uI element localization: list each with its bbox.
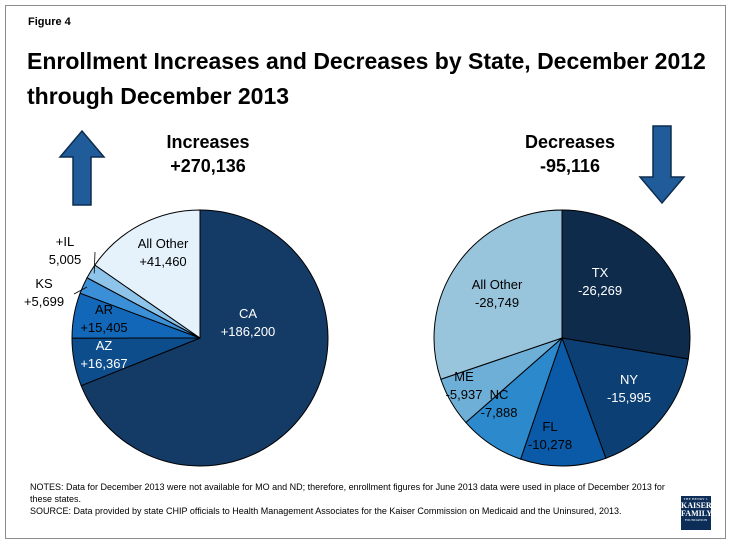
decreases-label-tx: TX [592, 265, 609, 280]
decrease-arrow-icon [638, 125, 686, 205]
increases-value-ca: +186,200 [221, 324, 276, 339]
decreases-value-me: -5,937 [446, 387, 483, 402]
kaiser-logo: THE HENRY J. KAISER FAMILY FOUNDATION [681, 496, 713, 530]
decreases-slice-ny [561, 337, 689, 459]
increases-value-all-other: +41,460 [139, 254, 186, 269]
increases-heading-label: Increases [166, 132, 250, 152]
increases-value-ar: +15,405 [80, 320, 127, 335]
increases-heading-total: +270,136 [170, 156, 246, 176]
increases-value-ks: +5,699 [24, 294, 64, 309]
decreases-value-tx: -26,269 [578, 283, 622, 298]
decreases-label-me: ME [454, 369, 474, 384]
decreases-slice-fl [519, 336, 607, 467]
increases-leader-ks [73, 286, 88, 295]
logo-line2a: KAISER [681, 501, 712, 510]
increases-label-all-other: All Other [138, 236, 189, 251]
increases-slice-all-other [94, 209, 201, 339]
increases-label-ks: KS [35, 276, 53, 291]
increase-arrow-icon [58, 129, 106, 206]
decreases-pie: TX -26,269 NY -15,995 FL -10,278 NC -7,888 ME -5,… [433, 209, 691, 467]
decreases-label-ny: NY [620, 372, 638, 387]
increases-value-il: 5,005 [49, 252, 82, 267]
increases-pie: CA +186,200 AZ +16,367 AR +15,405 KS +5,699 +IL 5… [24, 209, 329, 467]
logo-line2b: FAMILY [681, 509, 713, 518]
decreases-label-all-other: All Other [472, 277, 523, 292]
decreases-value-ny: -15,995 [607, 390, 651, 405]
increases-label-az: AZ [96, 338, 113, 353]
decreases-slice-tx [561, 209, 691, 360]
figure-label: Figure 4 [28, 16, 71, 28]
decreases-value-fl: -10,278 [528, 437, 572, 452]
decreases-slice-all-other [433, 209, 563, 380]
chart-title: Enrollment Increases and Decreases by St… [27, 48, 706, 109]
increases-heading: Increases +270,136 [128, 130, 288, 178]
logo-line1: THE HENRY J. [683, 497, 709, 501]
increases-value-az: +16,367 [80, 356, 127, 371]
notes: NOTES: Data for December 2013 were not a… [30, 481, 680, 517]
increases-leader-il [93, 251, 96, 274]
increases-label-il: +IL [56, 234, 74, 249]
decreases-heading-label: Decreases [524, 132, 616, 152]
decreases-label-nc: NC [490, 387, 509, 402]
increases-label-ar: AR [95, 302, 113, 317]
decreases-value-all-other: -28,749 [475, 295, 519, 310]
increases-label-ca: CA [239, 306, 257, 321]
decreases-heading: Decreases -95,116 [490, 130, 650, 178]
notes-text: NOTES: Data for December 2013 were not a… [30, 482, 665, 504]
increases-slice-ca [80, 209, 329, 467]
source-text: SOURCE: Data provided by state CHIP offi… [30, 506, 622, 516]
decreases-value-nc: -7,888 [481, 405, 518, 420]
logo-line3: FOUNDATION [684, 518, 708, 522]
decreases-heading-total: -95,116 [539, 156, 601, 176]
decreases-label-fl: FL [542, 419, 557, 434]
